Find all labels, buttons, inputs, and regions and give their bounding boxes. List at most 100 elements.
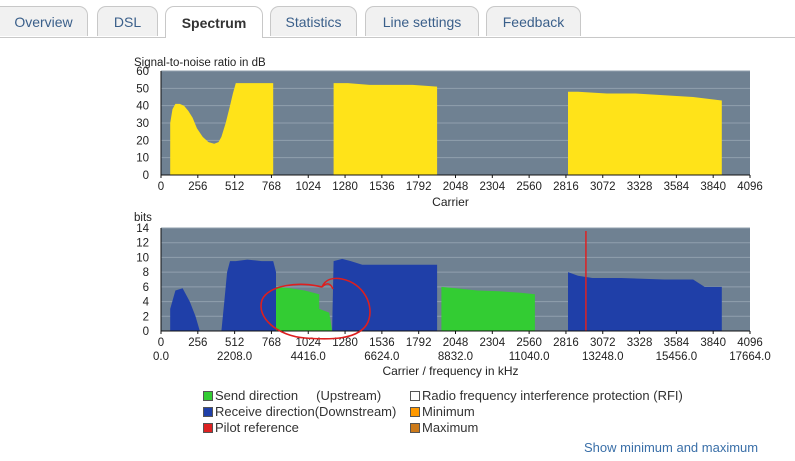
legend-label: Radio frequency interference protection … [422,388,683,403]
tab-overview[interactable]: Overview [0,6,88,36]
x-tick-label: 1024 [295,181,321,193]
x-tick-label: 512 [225,337,244,349]
y-tick-label: 14 [136,223,149,235]
x-tick-label-frequency: 11040.0 [509,351,550,363]
x-tick-label-frequency: 15456.0 [656,351,698,363]
legend-item-downstream: Receive direction(Downstream) [203,404,396,419]
bits-area-downstream [170,288,200,331]
x-tick-label: 1792 [406,181,432,193]
legend-label: Receive direction(Downstream) [215,404,397,419]
x-tick-label: 3840 [700,337,726,349]
x-tick-label: 2304 [480,181,506,193]
bits-area-downstream [221,259,276,331]
legend-item-maximum: Maximum [410,420,478,435]
x-tick-label: 1792 [406,337,432,349]
x-tick-label: 4096 [737,337,763,349]
x-tick-label: 1024 [295,337,321,349]
snr-chart: 0 10 20 30 40 50 60 0 256 512 768 1024 1280 1536 1792 2… [134,57,763,209]
y-tick-label: 2 [143,311,149,323]
y-tick-label: 8 [143,267,149,279]
x-tick-label: 3584 [664,337,690,349]
x-tick-label: 3072 [590,181,616,193]
x-tick-label: 3840 [700,181,726,193]
legend-label: Maximum [422,420,479,435]
legend-label: Pilot reference [215,420,299,435]
y-axis-label: bits [134,212,152,224]
x-tick-label-frequency: 13248.0 [582,351,624,363]
x-tick-label: 2560 [516,181,542,193]
x-tick-label: 3072 [590,337,616,349]
y-tick-label: 0 [143,170,149,182]
bits-area-downstream [332,258,438,331]
x-tick-label: 3328 [627,181,653,193]
legend-swatch-upstream [203,390,213,401]
y-tick-label: 0 [143,326,149,338]
x-tick-label: 3328 [627,337,653,349]
bits-chart: 0 2 4 6 8 10 12 14 0 256 512 768 1024 1280 1536 1792 204… [134,212,771,378]
y-tick-label: 12 [136,238,149,250]
legend-label: Minimum [422,404,475,419]
x-tick-label-frequency: 0.0 [153,351,169,363]
x-tick-label-frequency: 17664.0 [729,351,771,363]
snr-area [170,83,274,175]
x-tick-label-frequency: 2208.0 [217,351,252,363]
legend-item-upstream: Send direction (Upstream) [203,388,381,403]
x-tick-label: 2048 [443,181,469,193]
x-tick-label: 2304 [480,337,506,349]
tab-statistics[interactable]: Statistics [270,6,357,36]
x-tick-label: 2816 [553,181,579,193]
y-axis-label: Signal-to-noise ratio in dB [134,57,266,69]
y-tick-label: 4 [143,297,150,309]
y-tick-label: 40 [136,101,149,113]
legend-swatch-rfi [410,390,420,401]
x-tick-label: 1536 [369,337,395,349]
x-tick-label-frequency: 6624.0 [364,351,399,363]
snr-area [333,83,438,175]
legend-swatch-downstream [203,406,213,417]
x-tick-label: 512 [225,181,244,193]
legend-swatch-maximum [410,422,420,433]
x-tick-label: 2816 [553,337,579,349]
y-tick-label: 10 [136,252,149,264]
legend-swatch-minimum [410,406,420,417]
x-tick-label: 256 [188,337,207,349]
x-tick-label: 1280 [332,337,358,349]
tab-bar: Overview DSL Spectrum Statistics Line se… [0,0,795,38]
legend-label: Send direction (Upstream) [215,388,382,403]
y-tick-label: 50 [136,83,149,95]
tab-line-settings[interactable]: Line settings [365,6,479,36]
x-tick-label: 1536 [369,181,395,193]
legend-item-pilot: Pilot reference [203,420,299,435]
x-tick-label: 2048 [443,337,469,349]
y-tick-label: 20 [136,135,149,147]
y-tick-label: 6 [143,282,149,294]
x-axis-label: Carrier [432,195,469,209]
x-tick-label: 3584 [664,181,690,193]
show-min-max-link[interactable]: Show minimum and maximum [584,440,759,455]
x-tick-label: 2560 [516,337,542,349]
bits-area-downstream [568,272,722,331]
y-tick-label: 30 [136,118,149,130]
legend-item-minimum: Minimum [410,404,475,419]
bits-area-upstream [276,286,333,331]
x-tick-label: 0 [158,181,164,193]
legend-item-rfi: Radio frequency interference protection … [410,388,683,403]
tab-spectrum[interactable]: Spectrum [165,6,263,38]
x-tick-label: 0 [158,337,164,349]
tab-feedback[interactable]: Feedback [486,6,581,36]
x-tick-label: 256 [188,181,207,193]
x-tick-label: 768 [262,181,281,193]
legend-swatch-pilot [203,422,213,433]
x-tick-label: 4096 [737,181,763,193]
bits-area-upstream [441,286,535,331]
y-tick-label: 10 [136,153,149,165]
x-tick-label-frequency: 4416.0 [291,351,326,363]
y-tick-label: 60 [136,66,149,78]
x-tick-label: 1280 [332,181,358,193]
hand-drawn-annotation-circle [260,277,371,340]
tab-dsl[interactable]: DSL [97,6,158,36]
snr-area [568,91,722,175]
x-axis-label: Carrier / frequency in kHz [382,364,518,378]
x-tick-label-frequency: 8832.0 [438,351,473,363]
